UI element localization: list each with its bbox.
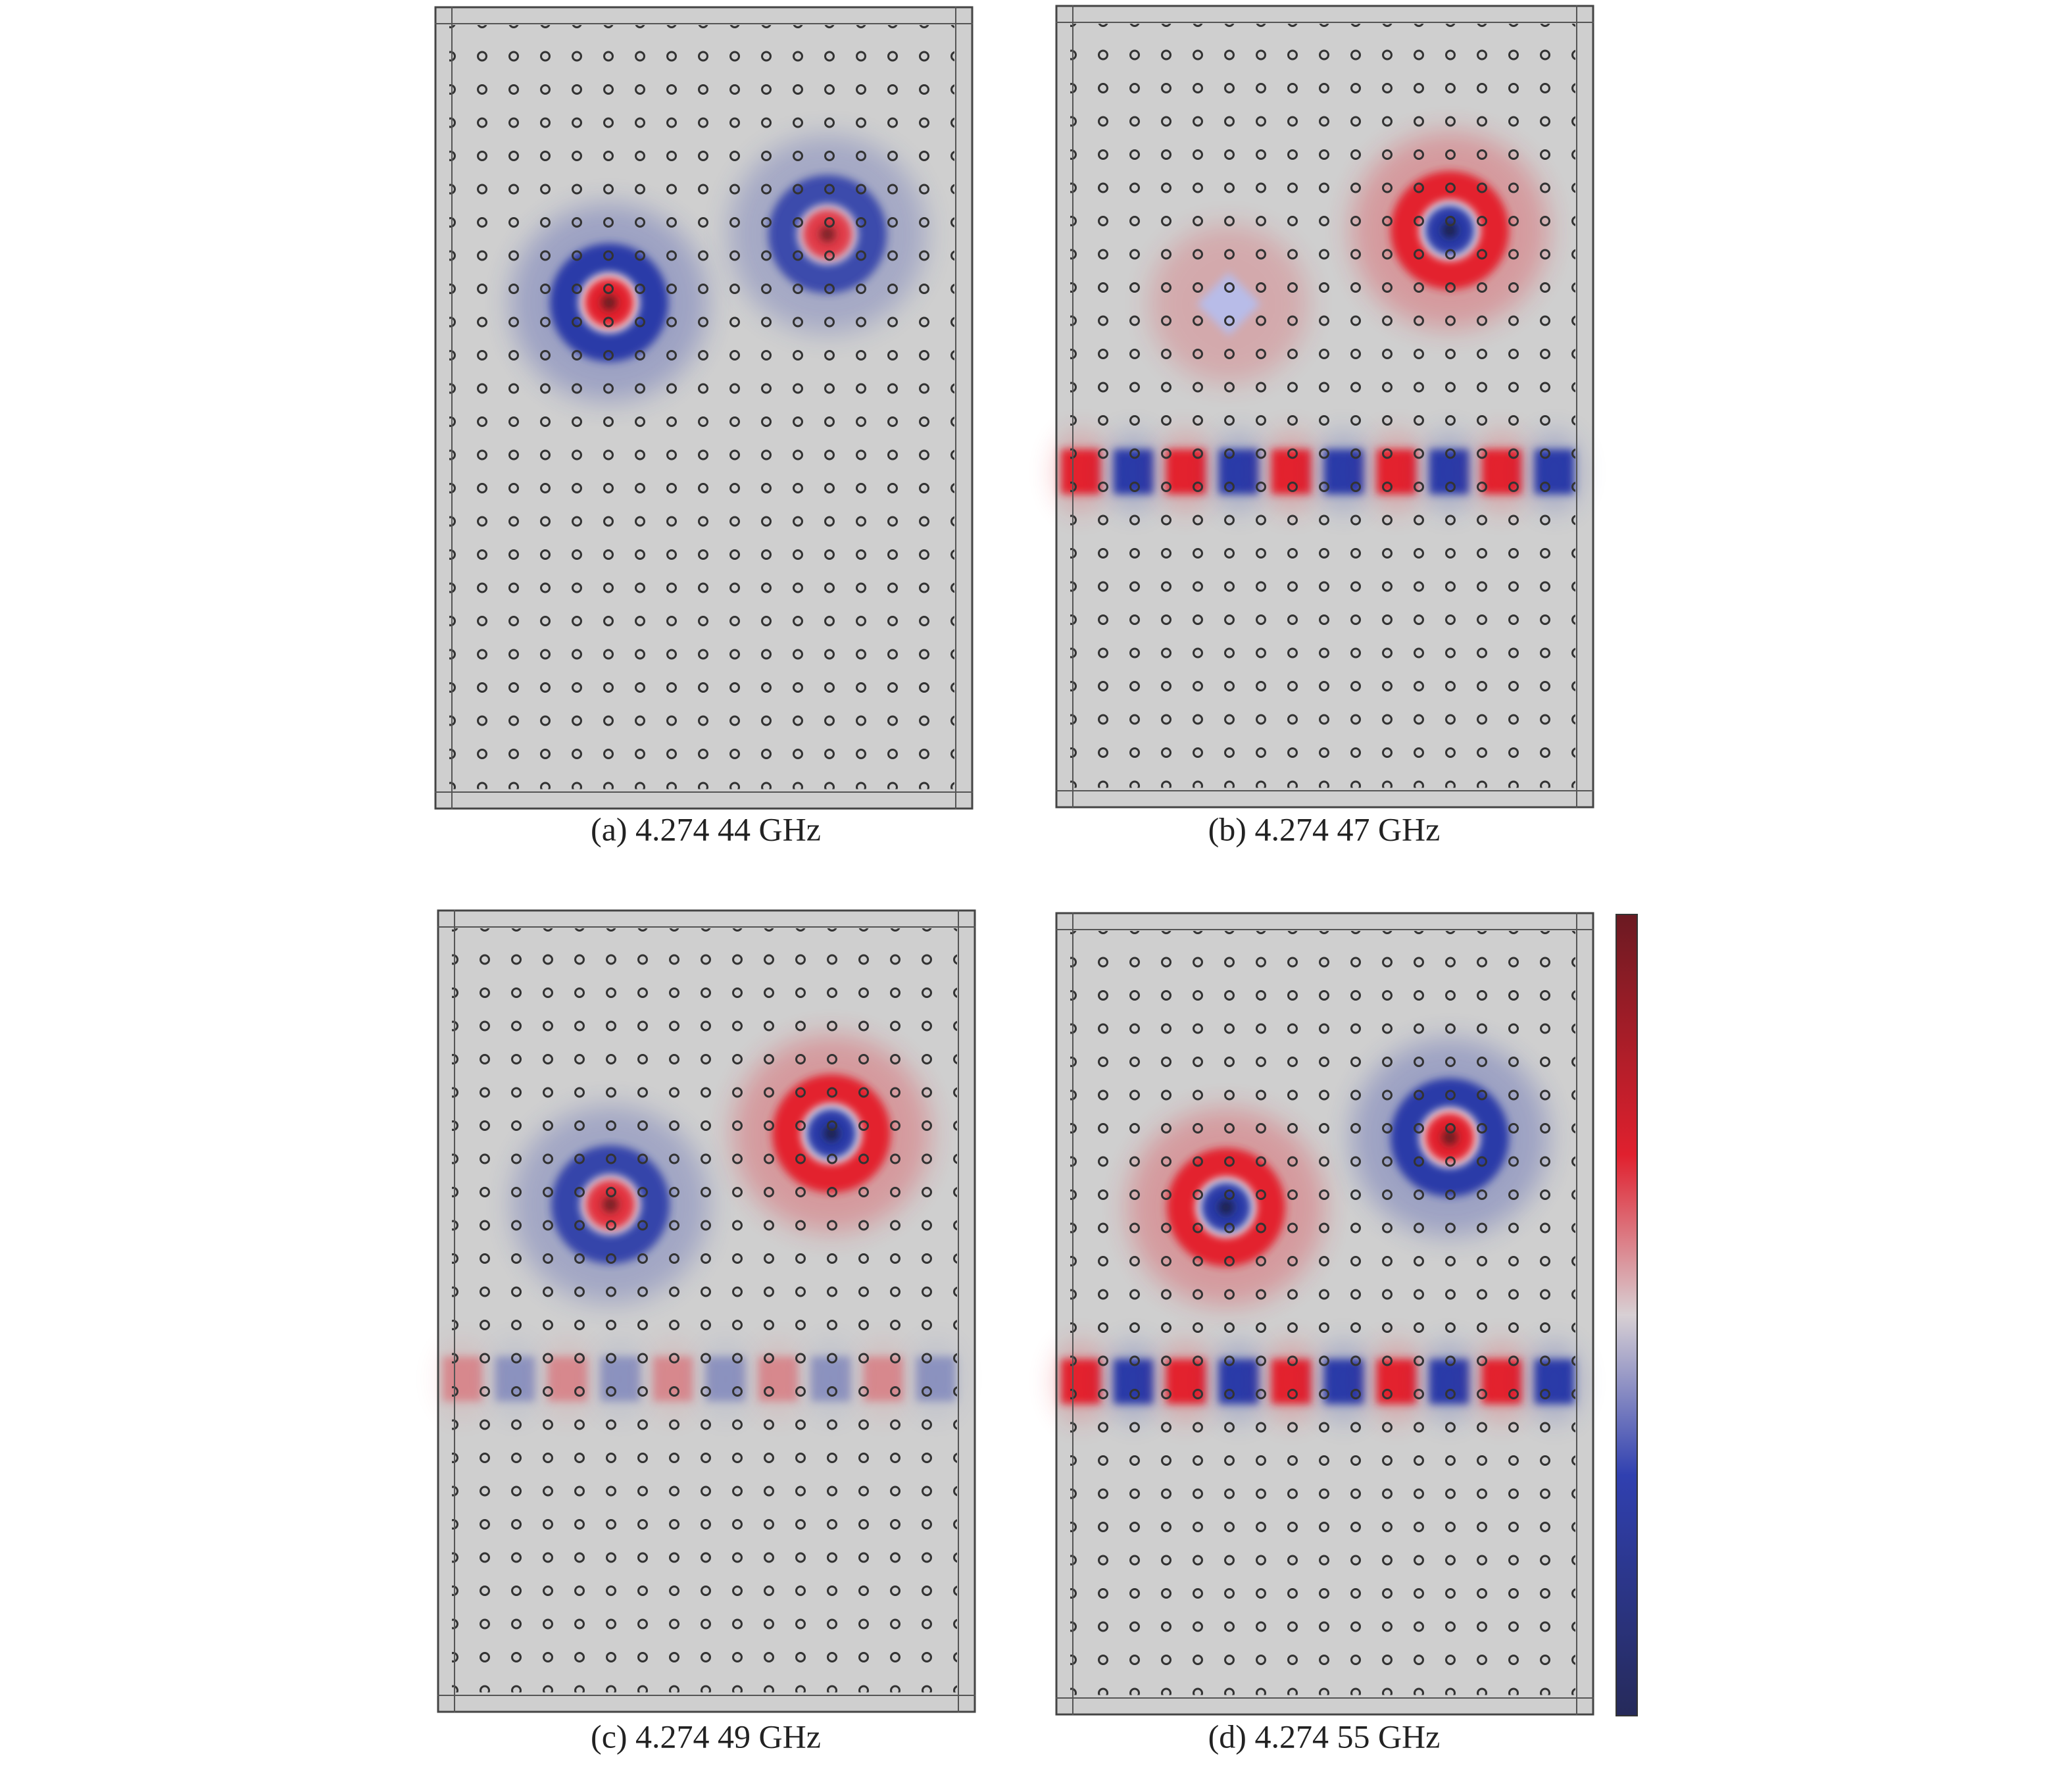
panel-frame <box>1055 5 1594 809</box>
caption: (a) 4.274 44 GHz <box>591 811 821 847</box>
hole-lattice <box>1070 24 1575 788</box>
caption: (d) 4.274 55 GHz <box>1208 1718 1441 1755</box>
caption: (b) 4.274 47 GHz <box>1208 811 1441 847</box>
field-panel <box>1054 912 1594 1716</box>
hole-lattice <box>1070 931 1575 1695</box>
hole-lattice <box>452 928 957 1693</box>
panel-frame <box>1055 912 1594 1716</box>
panel-frame <box>437 909 976 1713</box>
field-panel <box>436 909 976 1713</box>
field-panel <box>434 6 974 810</box>
caption: (c) 4.274 49 GHz <box>591 1718 821 1755</box>
panels <box>434 5 1594 1716</box>
panel-frame <box>434 6 974 810</box>
hole-lattice <box>449 25 954 789</box>
field-panel <box>1054 5 1594 809</box>
colorbar <box>1616 914 1638 1716</box>
